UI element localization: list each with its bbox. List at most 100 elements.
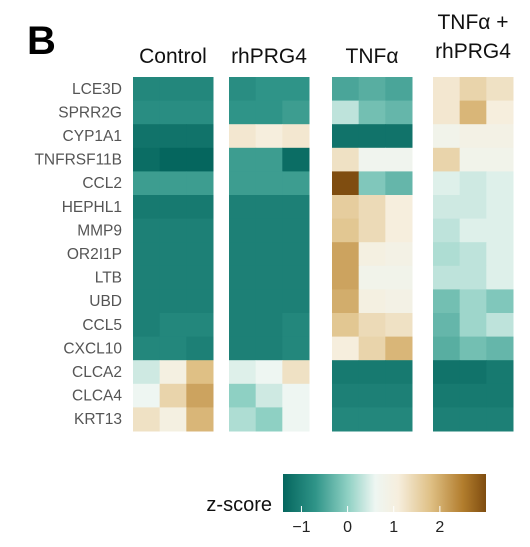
heatmap-cell <box>486 171 514 196</box>
heatmap-cell <box>433 289 461 314</box>
heatmap-cell <box>255 77 283 102</box>
colorbar-legend: z-score −1 0 1 2 <box>206 474 486 536</box>
group-label-2-line-0: TNFα <box>346 45 399 68</box>
heatmap-cell <box>255 242 283 267</box>
group-label-3-line-1: rhPRG4 <box>435 40 511 63</box>
heatmap-cell <box>229 265 257 290</box>
heatmap-cell <box>229 360 257 385</box>
heatmap-cell <box>459 171 487 196</box>
heatmap-cell <box>186 171 214 196</box>
heatmap-cell <box>159 195 187 220</box>
heatmap-cell <box>358 124 386 149</box>
heatmap-cell <box>282 265 310 290</box>
heatmap-cell <box>332 124 360 149</box>
heatmap-cell <box>133 360 161 385</box>
heatmap-cell <box>282 77 310 102</box>
heatmap-cell <box>459 100 487 125</box>
heatmap-cell <box>385 289 413 314</box>
heatmap-cell <box>486 336 514 361</box>
heatmap-cell <box>186 124 214 149</box>
heatmap-cell <box>332 100 360 125</box>
heatmap-cell <box>186 195 214 220</box>
heatmap-cell <box>255 218 283 243</box>
heatmap-cell <box>358 383 386 408</box>
gene-label: CCL2 <box>82 175 122 192</box>
heatmap-cell <box>433 407 461 432</box>
heatmap-cell <box>332 289 360 314</box>
heatmap-cell <box>385 218 413 243</box>
heatmap-cell <box>358 242 386 267</box>
heatmap-cell <box>459 265 487 290</box>
gene-label: CLCA2 <box>72 364 122 381</box>
heatmap-cell <box>459 218 487 243</box>
heatmap-cell <box>186 336 214 361</box>
heatmap-cell <box>255 336 283 361</box>
heatmap-cell <box>332 195 360 220</box>
heatmap-cell <box>159 383 187 408</box>
gene-label: CCL5 <box>82 317 122 334</box>
heatmap-cell <box>282 218 310 243</box>
heatmap-cell <box>255 383 283 408</box>
heatmap-cell <box>385 313 413 338</box>
heatmap-cell <box>433 195 461 220</box>
heatmap-cell <box>433 383 461 408</box>
heatmap-cell <box>332 147 360 172</box>
heatmap-cell <box>229 289 257 314</box>
heatmap-cell <box>385 171 413 196</box>
heatmap-cell <box>486 100 514 125</box>
heatmap-cell <box>385 360 413 385</box>
colorbar-tick-label: 0 <box>343 519 352 536</box>
heatmap-cell <box>385 195 413 220</box>
heatmap-cell <box>282 147 310 172</box>
heatmap-cell <box>433 124 461 149</box>
heatmap-cell <box>385 77 413 102</box>
heatmap-cell <box>282 360 310 385</box>
heatmap-cell <box>133 265 161 290</box>
heatmap-cell <box>433 242 461 267</box>
heatmap-cell <box>229 100 257 125</box>
heatmap-cell <box>186 383 214 408</box>
heatmap-cell <box>358 147 386 172</box>
colorbar-tick-label: 1 <box>389 519 398 536</box>
heatmap-cell <box>255 171 283 196</box>
heatmap-cell <box>358 289 386 314</box>
heatmap-cell <box>486 360 514 385</box>
heatmap-cell <box>159 171 187 196</box>
heatmap-cell <box>459 336 487 361</box>
heatmap-cell <box>332 407 360 432</box>
colorbar-gradient <box>283 474 486 512</box>
heatmap-cell <box>133 195 161 220</box>
heatmap-cell <box>159 242 187 267</box>
heatmap-cell <box>255 360 283 385</box>
heatmap-cell <box>332 218 360 243</box>
heatmap-cell <box>358 265 386 290</box>
heatmap-cell <box>255 195 283 220</box>
heatmap-cell <box>133 171 161 196</box>
heatmap-cell <box>459 360 487 385</box>
gene-label: CXCL10 <box>63 340 122 357</box>
heatmap-cell <box>186 265 214 290</box>
group-label-0-line-0: Control <box>139 45 207 68</box>
gene-label: MMP9 <box>77 222 122 239</box>
heatmap-cell <box>433 100 461 125</box>
gene-labels: LCE3D SPRR2G CYP1A1 TNFRSF11B CCL2 HEPHL1 MMP9… <box>34 81 122 428</box>
heatmap-cell <box>255 313 283 338</box>
heatmap-cell <box>186 147 214 172</box>
heatmap-cell <box>186 218 214 243</box>
heatmap-cell <box>358 77 386 102</box>
heatmap-cell <box>459 77 487 102</box>
heatmap-cell <box>332 313 360 338</box>
heatmap-cell <box>255 147 283 172</box>
gene-label: UBD <box>89 293 122 310</box>
heatmap-cell <box>282 124 310 149</box>
heatmap-cell <box>459 147 487 172</box>
heatmap-cell <box>486 265 514 290</box>
heatmap-cell <box>133 100 161 125</box>
heatmap-cell <box>282 100 310 125</box>
heatmap-cell <box>486 407 514 432</box>
heatmap-cell <box>433 336 461 361</box>
heatmap-cell <box>459 383 487 408</box>
group-label-3-line-0: TNFα + <box>437 11 508 34</box>
heatmap-cell <box>332 360 360 385</box>
